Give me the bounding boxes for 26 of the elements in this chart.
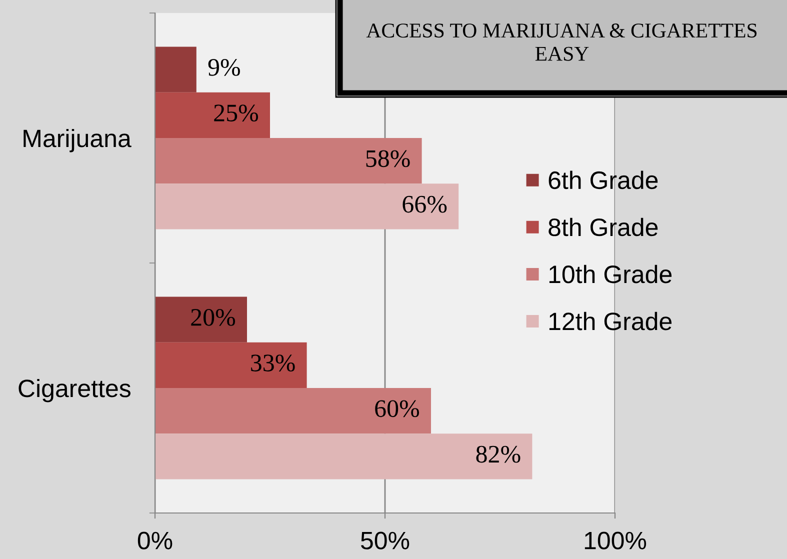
legend-label: 10th Grade — [549, 264, 672, 284]
data-label: 58% — [366, 150, 410, 168]
y-tick-label: Marijuana — [24, 128, 132, 152]
x-tick-label: 100% — [584, 532, 646, 550]
data-label: 82% — [476, 446, 520, 463]
bar — [155, 92, 270, 138]
text: ACCESS TO MARIJUANA & CIGARETTES EASY — [366, 24, 757, 61]
bar — [155, 296, 247, 342]
y-tick-label: Cigarettes — [18, 378, 130, 402]
bar — [155, 434, 532, 480]
bar — [155, 388, 431, 434]
bar — [155, 342, 307, 388]
data-label: 60% — [375, 400, 420, 418]
x-tick-label: 0% — [138, 532, 172, 550]
data-label: 9% — [208, 58, 240, 76]
data-label: 25% — [214, 104, 258, 122]
data-label: 33% — [251, 354, 295, 372]
bar — [155, 184, 459, 230]
legend-label: 8th Grade — [548, 218, 658, 236]
bar — [155, 46, 196, 92]
x-tick-label: 50% — [360, 532, 410, 550]
data-label: 66% — [402, 196, 447, 213]
legend-label: 12th Grade — [549, 312, 672, 330]
data-label: 20% — [191, 308, 236, 326]
bar — [155, 138, 422, 184]
legend-label: 6th Grade — [548, 170, 658, 190]
